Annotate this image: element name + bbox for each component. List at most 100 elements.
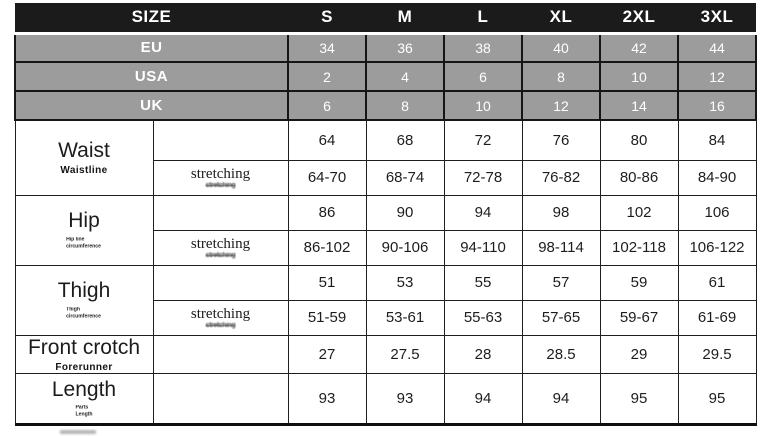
- stretch-label: stretching: [190, 305, 251, 322]
- region-value-cell: 10: [443, 90, 523, 121]
- value-cell: 28.5: [521, 334, 601, 374]
- value-cell: 53-61: [365, 299, 445, 336]
- measure-name-waist: Waist Waistline: [14, 119, 154, 196]
- value-cell: 64: [287, 119, 367, 161]
- value-cell: 90: [365, 194, 445, 231]
- measure-subtitle: Forerunner: [55, 361, 113, 373]
- value-cell: 68: [365, 119, 445, 161]
- thigh-stretch-row: stretching stretching 51-59 53-61 55-63 …: [15, 299, 757, 336]
- measure-subtitle: Parts Length: [76, 405, 93, 418]
- value-cell: 98: [521, 194, 601, 231]
- region-value-cell: 40: [521, 32, 601, 63]
- stretch-ghost-artifact: stretching: [205, 322, 236, 330]
- region-value-cell: 10: [599, 61, 679, 92]
- region-value-cell: 14: [599, 90, 679, 121]
- length-row: Length Parts Length 93 93 94 94 95 95: [14, 372, 757, 426]
- region-value-cell: 6: [287, 90, 367, 121]
- measure-title: Waist: [58, 139, 110, 163]
- stretch-label-cell: stretching stretching: [152, 299, 289, 336]
- size-chart-table: SIZE S M L XL 2XL 3XL EU 34 36 38 40 42 …: [14, 3, 757, 426]
- value-cell: 29.5: [677, 334, 757, 374]
- front-crotch-row: Front crotch Forerunner 27 27.5 28 28.5 …: [14, 334, 757, 374]
- region-label-uk: UK: [14, 90, 289, 121]
- value-cell: 95: [599, 372, 679, 426]
- waist-base-row: Waist Waistline 64 68 72 76 80 84: [14, 119, 757, 196]
- value-cell: 68-74: [365, 159, 445, 196]
- value-cell: 51: [287, 264, 367, 301]
- subtitle-line: Parts: [75, 404, 89, 410]
- value-cell: 94-110: [443, 229, 523, 266]
- value-cell: 28: [443, 334, 523, 374]
- region-value-cell: 44: [677, 32, 757, 63]
- subtitle-line: Thigh: [66, 306, 81, 312]
- size-chart-page: SIZE S M L XL 2XL 3XL EU 34 36 38 40 42 …: [0, 3, 760, 436]
- measure-subtitle: Hip line circumference: [67, 237, 102, 250]
- value-cell: 94: [443, 194, 523, 231]
- measure-title: Front crotch: [27, 335, 141, 359]
- region-value-cell: 34: [287, 32, 367, 63]
- region-value-cell: 8: [365, 90, 445, 121]
- bottom-smudge-artifact: [60, 430, 96, 434]
- value-cell: 55: [443, 264, 523, 301]
- value-cell: 86: [287, 194, 367, 231]
- region-row-eu: EU 34 36 38 40 42 44: [14, 32, 757, 63]
- col-header-xl: XL: [522, 3, 600, 35]
- subtitle-line: Length: [75, 411, 93, 417]
- waist-stretch-row: stretching stretching 64-70 68-74 72-78 …: [15, 159, 757, 196]
- col-header-3xl: 3XL: [678, 3, 756, 35]
- empty-sub-cell: [152, 264, 289, 301]
- stretch-label-cell: stretching stretching: [152, 159, 289, 196]
- value-cell: 27.5: [365, 334, 445, 374]
- region-value-cell: 2: [287, 61, 367, 92]
- value-cell: 55-63: [443, 299, 523, 336]
- value-cell: 61: [677, 264, 757, 301]
- stretch-ghost-artifact: stretching: [205, 252, 236, 260]
- empty-sub-cell: [152, 194, 289, 231]
- measure-name-thigh: Thigh Thigh circumference: [14, 264, 154, 336]
- value-cell: 93: [287, 372, 367, 426]
- value-cell: 98-114: [521, 229, 601, 266]
- measure-title: Length: [51, 377, 117, 401]
- value-cell: 80-86: [599, 159, 679, 196]
- stretch-label: stretching: [190, 165, 251, 182]
- value-cell: 59-67: [599, 299, 679, 336]
- value-cell: 59: [599, 264, 679, 301]
- value-cell: 86-102: [287, 229, 367, 266]
- value-cell: 57: [521, 264, 601, 301]
- value-cell: 72-78: [443, 159, 523, 196]
- col-header-2xl: 2XL: [600, 3, 678, 35]
- subtitle-line: Hip line: [66, 236, 85, 242]
- stretch-ghost-artifact: stretching: [205, 182, 236, 190]
- value-cell: 102: [599, 194, 679, 231]
- region-label-usa: USA: [14, 61, 289, 92]
- hip-stretch-row: stretching stretching 86-102 90-106 94-1…: [15, 229, 757, 266]
- col-header-s: S: [288, 3, 366, 35]
- col-header-m: M: [366, 3, 444, 35]
- value-cell: 80: [599, 119, 679, 161]
- measure-name-length: Length Parts Length: [14, 372, 154, 426]
- value-cell: 76-82: [521, 159, 601, 196]
- value-cell: 93: [365, 372, 445, 426]
- value-cell: 94: [443, 372, 523, 426]
- region-value-cell: 42: [599, 32, 679, 63]
- empty-sub-cell: [152, 334, 289, 374]
- region-value-cell: 12: [677, 61, 757, 92]
- value-cell: 106-122: [677, 229, 757, 266]
- region-value-cell: 16: [677, 90, 757, 121]
- region-value-cell: 12: [521, 90, 601, 121]
- empty-sub-cell: [152, 119, 289, 161]
- value-cell: 90-106: [365, 229, 445, 266]
- value-cell: 57-65: [521, 299, 601, 336]
- value-cell: 27: [287, 334, 367, 374]
- value-cell: 95: [677, 372, 757, 426]
- stretch-label: stretching: [190, 235, 251, 252]
- col-header-l: L: [444, 3, 522, 35]
- value-cell: 102-118: [599, 229, 679, 266]
- value-cell: 106: [677, 194, 757, 231]
- hip-base-row: Hip Hip line circumference 86 90 94 98 1…: [14, 194, 757, 266]
- value-cell: 72: [443, 119, 523, 161]
- value-cell: 51-59: [287, 299, 367, 336]
- value-cell: 84-90: [677, 159, 757, 196]
- value-cell: 84: [677, 119, 757, 161]
- region-value-cell: 38: [443, 32, 523, 63]
